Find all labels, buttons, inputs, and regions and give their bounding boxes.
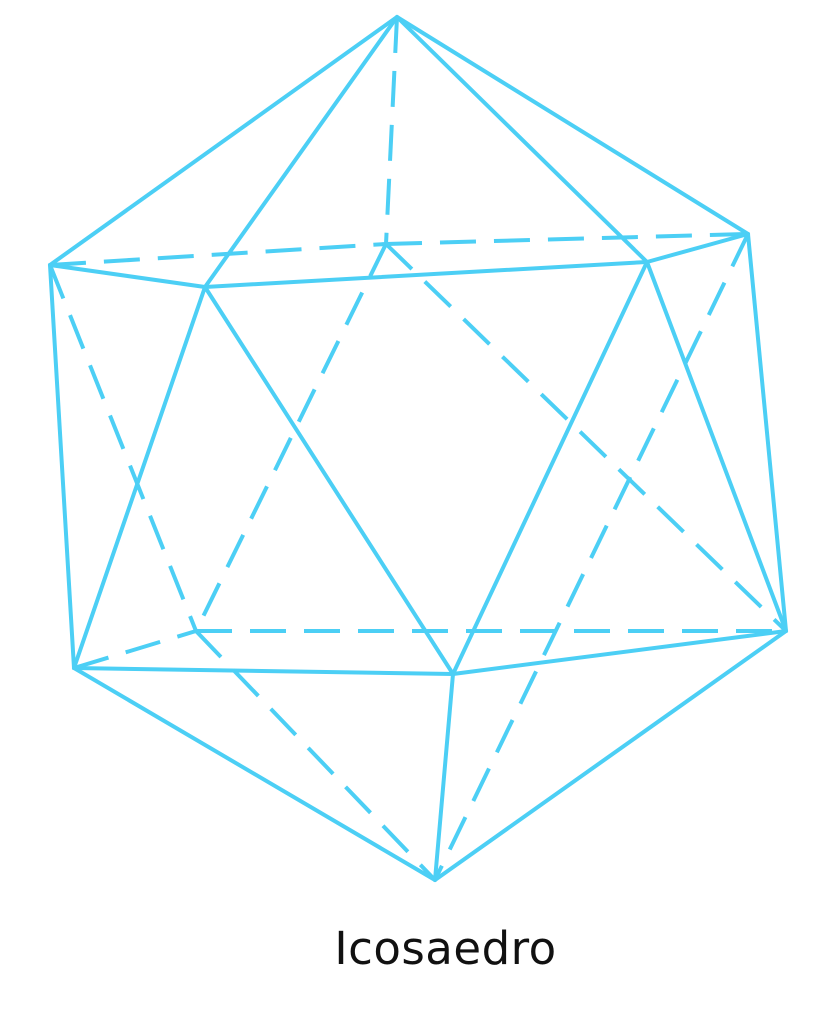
hidden-edge-ub-lr (384, 242, 788, 633)
visible-edge-lf-lr (451, 629, 788, 676)
hidden-edge-ul-lb (48, 264, 198, 632)
hidden-edge-ub-urr (385, 232, 749, 246)
visible-edge-t-ul (48, 15, 399, 267)
visible-edge-t-urr (395, 15, 750, 236)
visible-edge-urr-lr (746, 232, 788, 633)
visible-edge-t-ur (395, 15, 649, 264)
visible-edge-uf-ll (72, 285, 207, 670)
visible-edge-lf-b (433, 672, 455, 882)
visible-edge-ul-ll (48, 263, 76, 670)
hidden-edge-ul-ub (49, 242, 387, 267)
visible-edge-uf-lf (203, 285, 455, 676)
visible-edge-ur-urr (645, 232, 750, 264)
hidden-edge-t-ub (384, 16, 399, 245)
visible-edge-ll-b (72, 666, 437, 882)
hidden-edge-lb-b (194, 629, 437, 882)
hidden-edges (48, 16, 788, 882)
visible-edge-ll-lf (72, 666, 455, 676)
hidden-edge-urr-b (433, 233, 750, 881)
hidden-edge-ub-lb (194, 243, 388, 632)
visible-edge-uf-ur (203, 260, 649, 289)
figure-caption: Icosaedro (334, 922, 557, 975)
visible-edges (48, 15, 788, 882)
visible-edge-ur-lf (451, 260, 649, 676)
hidden-edge-ll-lb (73, 629, 197, 670)
visible-edge-t-uf (203, 15, 399, 289)
visible-edge-lr-b (433, 629, 788, 882)
visible-edge-ul-uf (48, 263, 207, 289)
visible-edge-ur-lr (645, 260, 788, 633)
